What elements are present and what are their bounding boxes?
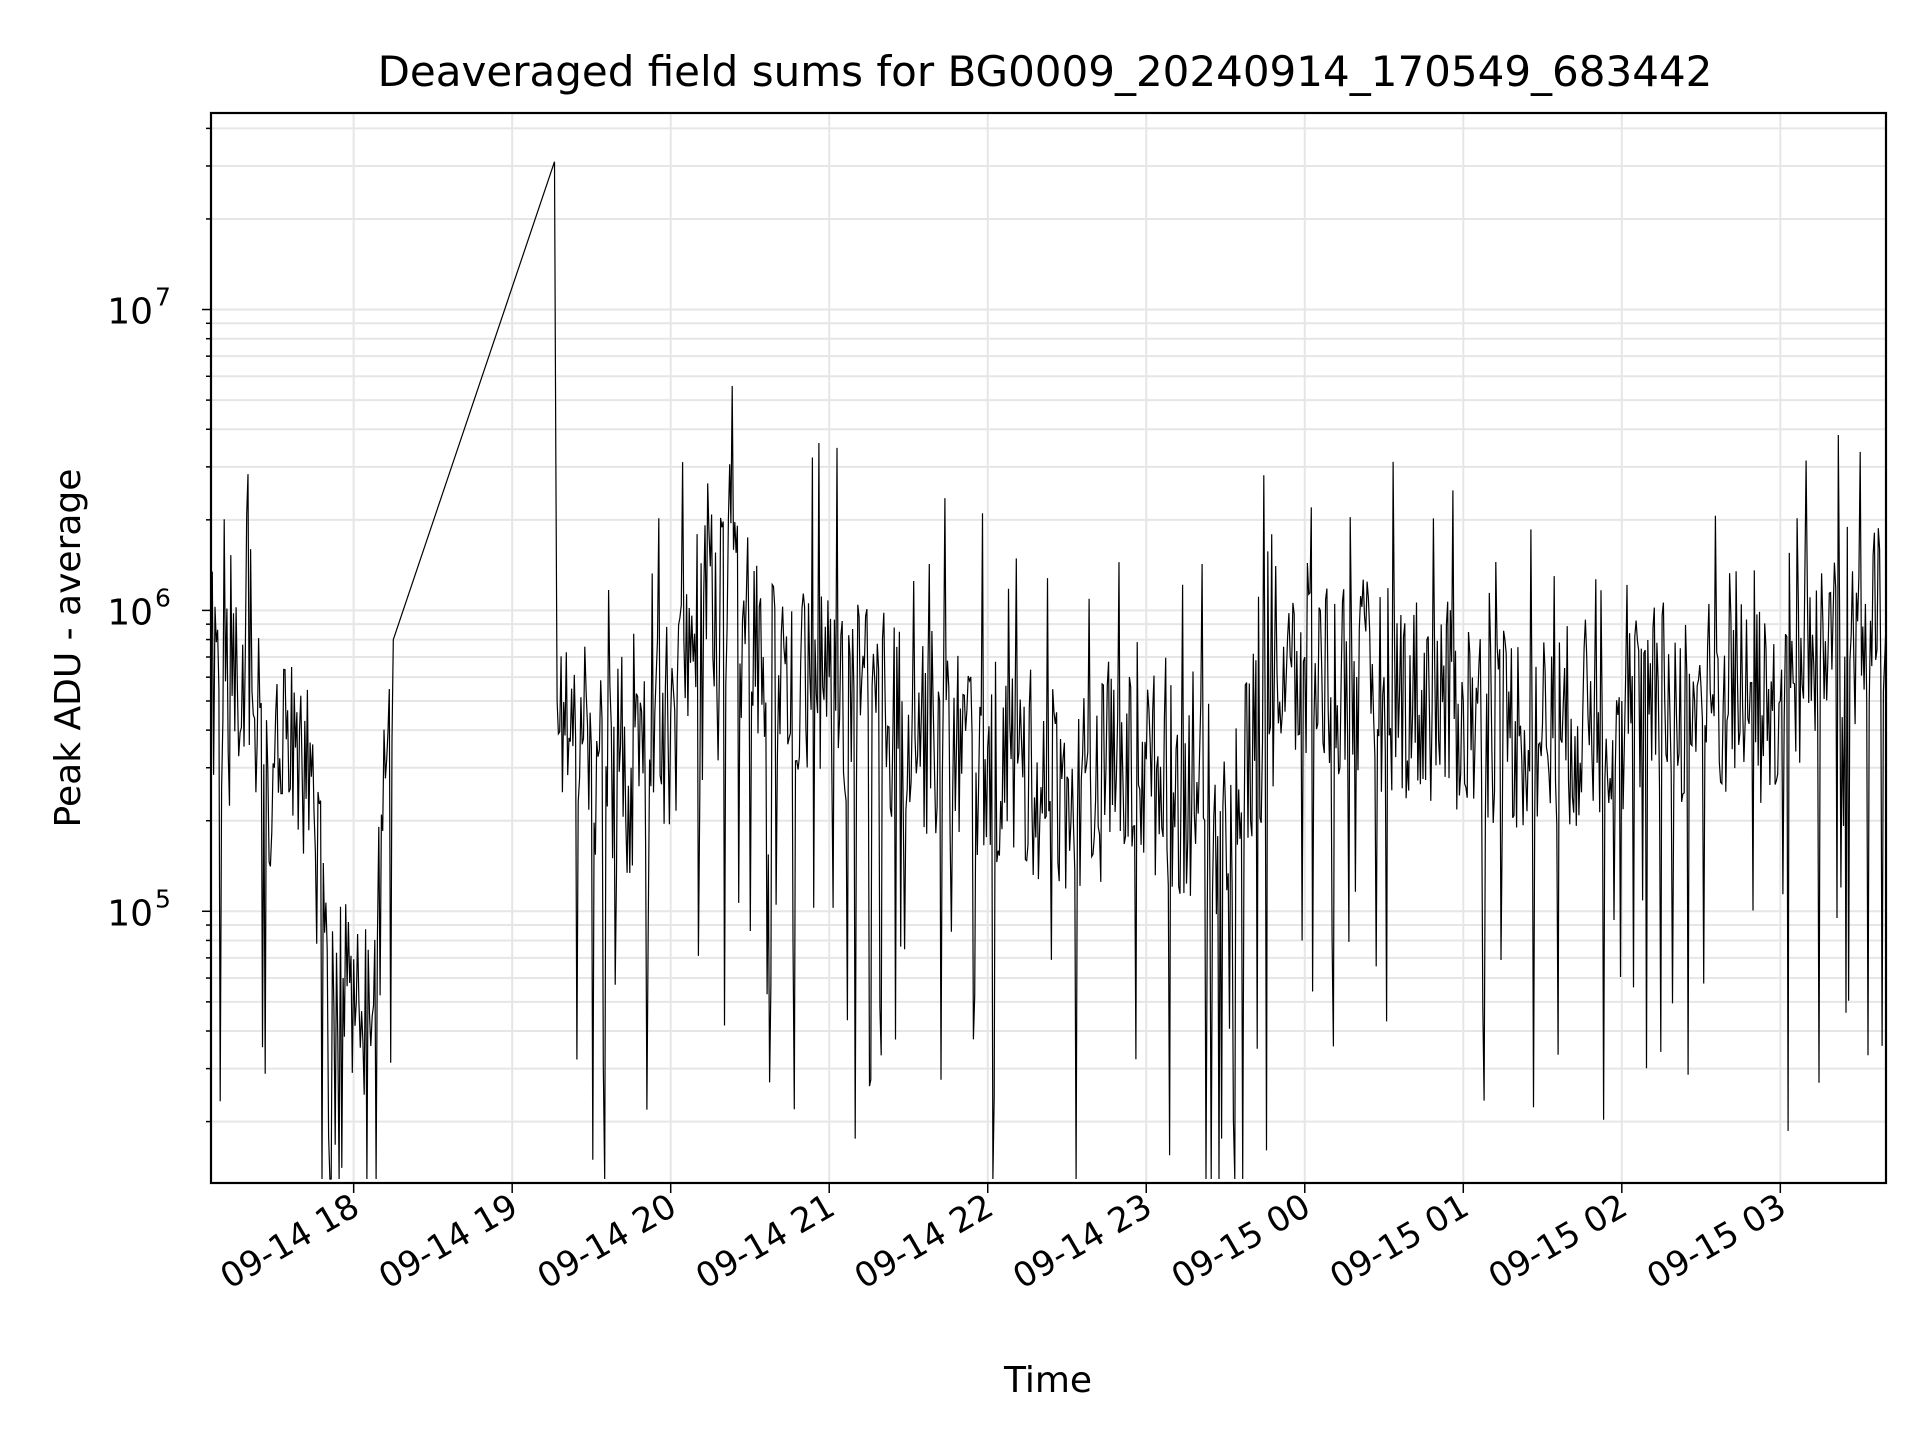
chart-title: Deaveraged field sums for BG0009_2024091…: [378, 47, 1713, 96]
y-tick-label: 10: [107, 592, 153, 633]
y-tick-label: 10: [107, 292, 153, 333]
series-line: [210, 161, 1887, 1180]
y-tick-label: 10: [107, 893, 153, 934]
y-tick-label-exponent: 6: [155, 583, 171, 612]
y-tick-label-exponent: 7: [155, 283, 171, 312]
series-layer: [210, 161, 1887, 1180]
y-tick-label-exponent: 5: [155, 884, 171, 913]
y-axis-label: Peak ADU - average: [48, 469, 89, 828]
plot-frame: [209, 111, 1888, 1185]
x-axis-label: Time: [1003, 1360, 1092, 1401]
